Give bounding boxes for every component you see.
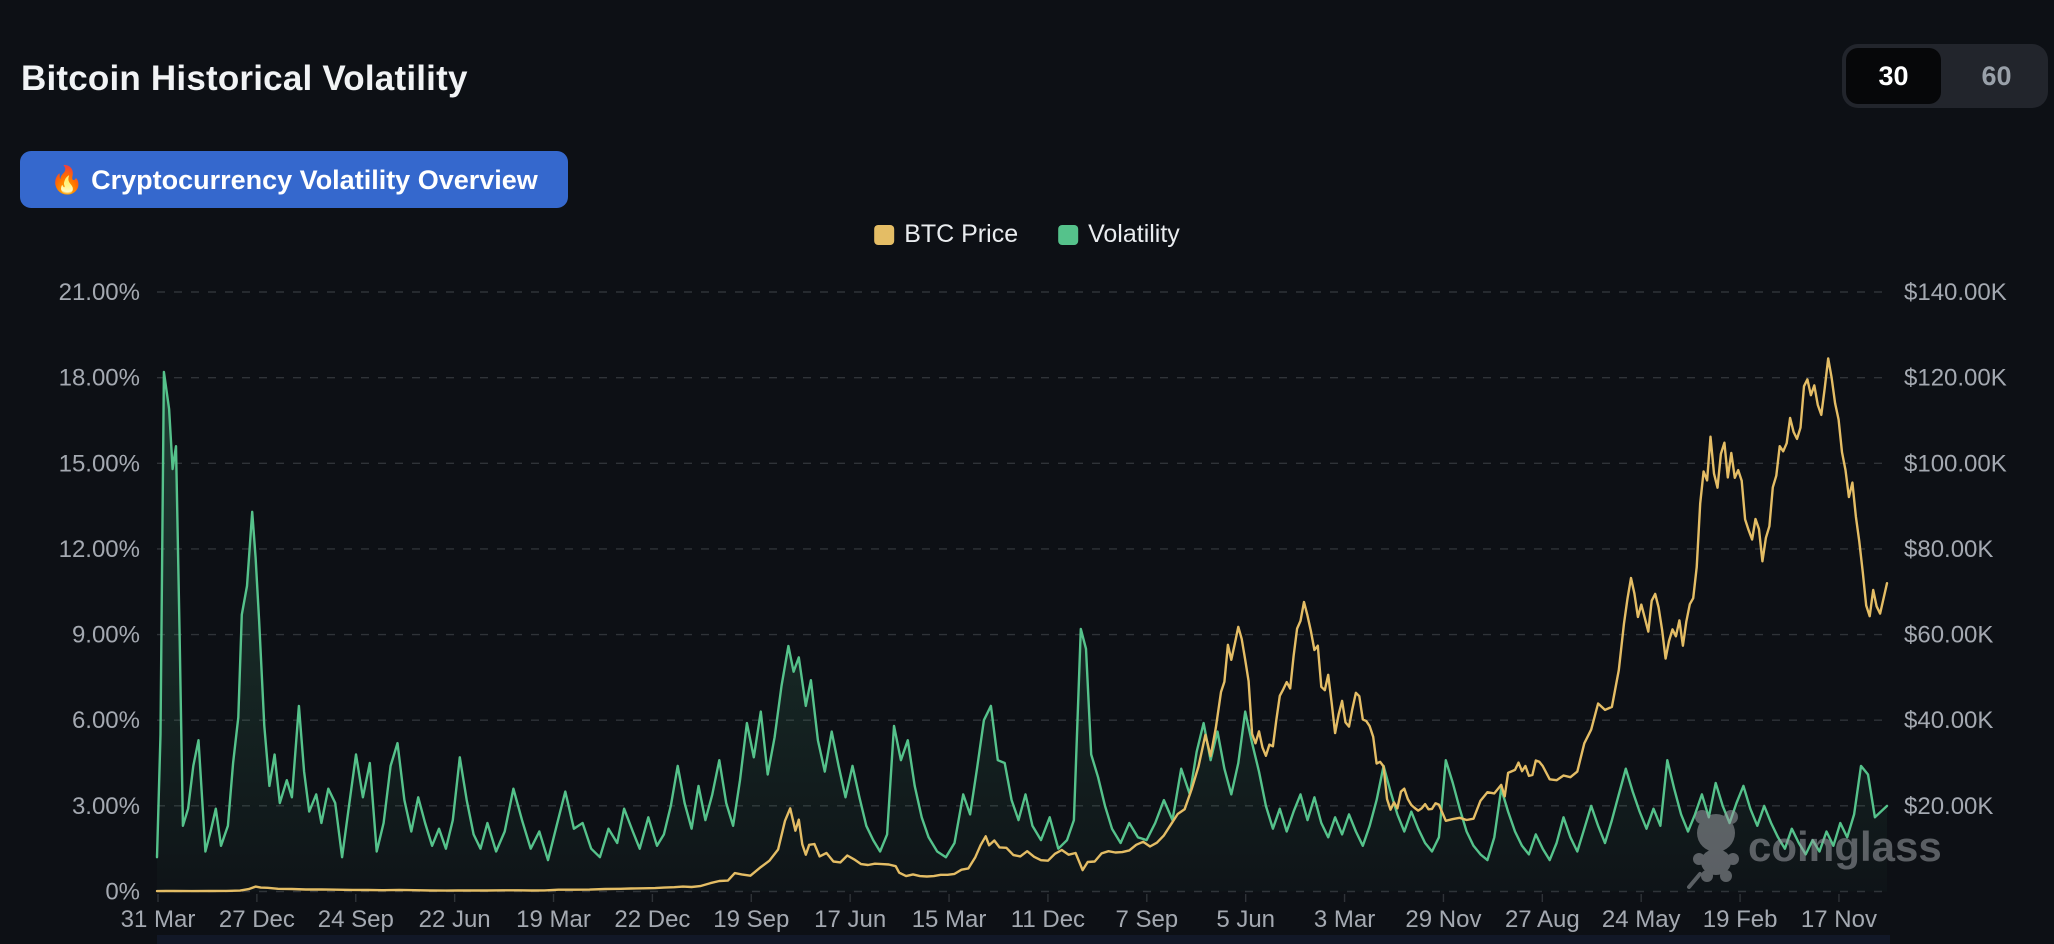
x-axis-tick-label: 19 Sep <box>713 906 789 933</box>
right-axis-tick-label: $60.00K <box>1904 622 1993 649</box>
x-axis-tick-label: 24 May <box>1602 906 1681 933</box>
coinglass-wordmark: coinglass <box>1748 823 1942 870</box>
x-axis-tick-label: 3 Mar <box>1314 906 1375 933</box>
coinglass-watermark: coinglass <box>1687 810 1942 889</box>
chart-scrollbar[interactable] <box>157 935 1890 944</box>
left-axis-tick-label: 0% <box>105 879 140 906</box>
right-axis-tick-label: $40.00K <box>1904 707 1993 734</box>
x-axis-tick-label: 5 Jun <box>1216 906 1275 933</box>
period-toggle: 30 60 <box>1842 44 2048 108</box>
left-axis-tick-label: 9.00% <box>72 622 140 649</box>
left-axis-tick-label: 18.00% <box>59 365 140 392</box>
grid-lines <box>157 291 1890 902</box>
x-axis-tick-label: 19 Mar <box>516 906 591 933</box>
x-axis-tick-label: 19 Feb <box>1703 906 1778 933</box>
x-axis-tick-label: 31 Mar <box>121 906 196 933</box>
left-axis-tick-label: 12.00% <box>59 536 140 563</box>
axis-labels: 21.00% 18.00% 15.00% 12.00% 9.00% 6.00% 3.00% 0… <box>59 279 2007 933</box>
right-axis-tick-label: $120.00K <box>1904 365 2007 392</box>
legend-item-volatility[interactable]: Volatility <box>1058 220 1180 249</box>
x-axis-tick-label: 22 Dec <box>614 906 690 933</box>
legend-label: Volatility <box>1088 220 1180 248</box>
left-axis-tick-label: 6.00% <box>72 707 140 734</box>
left-axis-tick-label: 21.00% <box>59 279 140 306</box>
right-axis-tick-label: $140.00K <box>1904 279 2007 306</box>
x-axis-tick-label: 24 Sep <box>318 906 394 933</box>
x-axis-tick-label: 17 Jun <box>814 906 886 933</box>
right-axis-tick-label: $20.00K <box>1904 793 1993 820</box>
legend-label: BTC Price <box>904 220 1019 248</box>
right-axis-tick-label: $100.00K <box>1904 450 2007 477</box>
period-30-button[interactable]: 30 <box>1846 48 1941 104</box>
chart-legend: BTC Price Volatility <box>874 220 1180 249</box>
page-title: Bitcoin Historical Volatility <box>21 59 468 98</box>
x-axis-tick-label: 15 Mar <box>912 906 987 933</box>
x-axis-tick-label: 27 Aug <box>1505 906 1580 933</box>
overview-button[interactable]: 🔥 Cryptocurrency Volatility Overview <box>20 151 568 208</box>
x-axis-tick-label: 17 Nov <box>1801 906 1877 933</box>
legend-item-btc-price[interactable]: BTC Price <box>874 220 1018 249</box>
x-axis-tick-label: 11 Dec <box>1011 906 1085 933</box>
volatility-area <box>157 371 1887 892</box>
left-axis-tick-label: 15.00% <box>59 450 140 477</box>
left-axis-tick-label: 3.00% <box>72 793 140 820</box>
volatility-line <box>155 370 1889 862</box>
btc-price-swatch-icon <box>874 224 895 245</box>
x-axis-tick-label: 29 Nov <box>1405 906 1481 933</box>
right-axis-tick-label: $80.00K <box>1904 536 1993 563</box>
x-axis-tick-label: 22 Jun <box>419 906 491 933</box>
period-60-button[interactable]: 60 <box>1949 48 2044 104</box>
btc-price-line <box>155 357 1889 893</box>
volatility-swatch-icon <box>1058 224 1079 245</box>
x-axis-tick-label: 7 Sep <box>1115 906 1178 933</box>
x-axis-tick-label: 27 Dec <box>219 906 295 933</box>
